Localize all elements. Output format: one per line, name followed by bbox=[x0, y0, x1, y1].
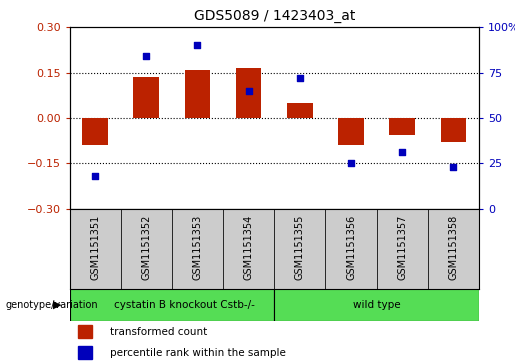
Bar bbox=[274, 289, 479, 321]
Title: GDS5089 / 1423403_at: GDS5089 / 1423403_at bbox=[194, 9, 355, 24]
Bar bbox=[185, 70, 210, 118]
Point bbox=[449, 164, 457, 170]
Bar bbox=[172, 209, 223, 289]
Bar bbox=[121, 209, 172, 289]
Point bbox=[347, 160, 355, 166]
Text: GSM1151354: GSM1151354 bbox=[244, 215, 254, 280]
Point bbox=[296, 75, 304, 81]
Text: GSM1151358: GSM1151358 bbox=[449, 215, 458, 280]
Bar bbox=[236, 68, 262, 118]
Bar bbox=[274, 209, 325, 289]
Text: wild type: wild type bbox=[353, 300, 400, 310]
Bar bbox=[389, 118, 415, 135]
Text: GSM1151352: GSM1151352 bbox=[141, 215, 151, 280]
Point bbox=[142, 53, 150, 59]
Text: GSM1151356: GSM1151356 bbox=[346, 215, 356, 280]
Bar bbox=[338, 118, 364, 145]
Bar bbox=[82, 118, 108, 145]
Bar bbox=[70, 289, 274, 321]
Point bbox=[398, 150, 406, 155]
Text: cystatin B knockout Cstb-/-: cystatin B knockout Cstb-/- bbox=[114, 300, 255, 310]
Text: percentile rank within the sample: percentile rank within the sample bbox=[110, 347, 286, 358]
Text: transformed count: transformed count bbox=[110, 327, 208, 337]
Bar bbox=[287, 103, 313, 118]
Text: ▶: ▶ bbox=[53, 300, 62, 310]
Bar bbox=[428, 209, 479, 289]
Bar bbox=[70, 209, 121, 289]
Bar bbox=[376, 209, 428, 289]
Text: GSM1151353: GSM1151353 bbox=[193, 215, 202, 280]
Text: genotype/variation: genotype/variation bbox=[5, 300, 98, 310]
Bar bbox=[440, 118, 466, 142]
Bar bbox=[133, 77, 159, 118]
Bar bbox=[78, 325, 92, 338]
Bar bbox=[78, 346, 92, 359]
Bar bbox=[223, 209, 274, 289]
Point bbox=[91, 173, 99, 179]
Bar bbox=[325, 209, 376, 289]
Text: GSM1151355: GSM1151355 bbox=[295, 215, 305, 280]
Text: GSM1151357: GSM1151357 bbox=[397, 215, 407, 280]
Point bbox=[193, 42, 201, 48]
Text: GSM1151351: GSM1151351 bbox=[90, 215, 100, 280]
Point bbox=[245, 88, 253, 94]
